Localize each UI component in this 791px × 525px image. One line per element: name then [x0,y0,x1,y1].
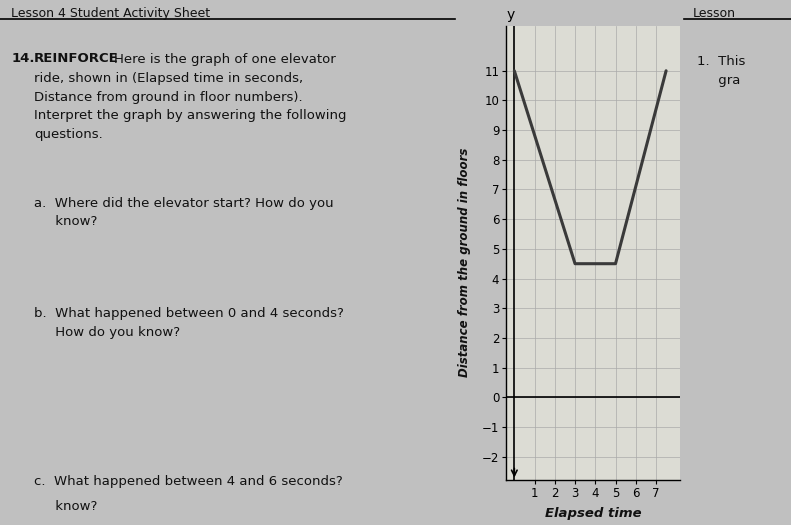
Text: Lesson: Lesson [693,7,736,19]
Text: b.  What happened between 0 and 4 seconds?
     How do you know?: b. What happened between 0 and 4 seconds… [34,307,344,339]
Text: REINFORCE: REINFORCE [34,52,119,66]
Text: Here is the graph of one elevator: Here is the graph of one elevator [114,52,335,66]
Text: c.  What happened between 4 and 6 seconds?: c. What happened between 4 and 6 seconds… [34,475,343,488]
Text: Elapsed time: Elapsed time [545,507,642,520]
Text: ride, shown in (Elapsed time in seconds,
Distance from ground in floor numbers).: ride, shown in (Elapsed time in seconds,… [34,72,346,141]
Text: 1.  This
     gra: 1. This gra [697,55,745,87]
Text: 14.: 14. [11,52,35,66]
Text: know?: know? [34,500,97,513]
Text: Distance from the ground in floors: Distance from the ground in floors [458,148,471,377]
Text: Lesson 4 Student Activity Sheet: Lesson 4 Student Activity Sheet [11,7,210,19]
Text: y: y [506,8,514,22]
Text: a.  Where did the elevator start? How do you
     know?: a. Where did the elevator start? How do … [34,197,334,228]
